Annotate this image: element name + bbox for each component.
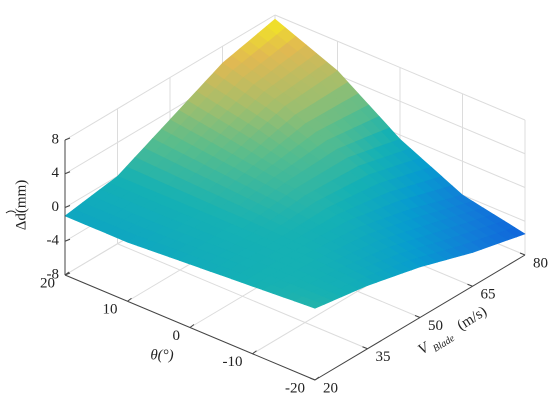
x-axis-label: θ(°)	[150, 347, 173, 363]
z-tick-label: -4	[47, 233, 60, 249]
y-tick-label: 20	[323, 380, 338, 396]
y-axis-label-main: V	[415, 339, 433, 358]
tick-mark	[314, 376, 320, 381]
z-tick-label: 0	[52, 199, 60, 215]
z-tick-label: 4	[52, 165, 60, 181]
x-tick-label: -10	[223, 354, 243, 370]
x-tick-label: 10	[103, 302, 118, 318]
surface-patch	[303, 300, 325, 309]
y-axis-label: V Blade (m/s)	[415, 304, 489, 359]
tick-mark	[309, 377, 316, 381]
tick-mark	[414, 315, 421, 318]
y-tick-label: 80	[533, 255, 548, 271]
x-tick-label: 20	[40, 275, 55, 291]
surface	[64, 18, 526, 309]
tick-mark	[362, 346, 368, 350]
y-axis-label-sub: Blade	[431, 333, 457, 355]
y-tick-label: 65	[481, 287, 496, 303]
z-tick-label: 8	[52, 131, 60, 147]
tick-mark	[127, 297, 132, 302]
tick-mark	[189, 324, 195, 328]
hat	[5, 210, 17, 214]
tick-mark	[467, 283, 473, 287]
tick-mark	[64, 271, 70, 276]
tick-mark	[64, 238, 71, 242]
tick-mark	[252, 350, 257, 355]
tick-mark	[64, 205, 71, 208]
tick-mark	[64, 171, 71, 175]
x-tick-label: -20	[285, 380, 305, 396]
tick-mark	[519, 252, 526, 256]
y-tick-label: 50	[428, 318, 443, 334]
z-tick-label: -8	[47, 266, 60, 282]
y-tick-label: 35	[376, 349, 391, 365]
tick-mark	[64, 137, 71, 141]
y-axis-label-unit: (m/s)	[454, 304, 489, 334]
x-tick-label: 0	[173, 328, 181, 344]
axes: -8 -4 0 4 8 -20 -10 0 10 20 20 35 50 65 80	[40, 131, 548, 396]
z-axis-label: Δd(mm)	[13, 180, 29, 230]
